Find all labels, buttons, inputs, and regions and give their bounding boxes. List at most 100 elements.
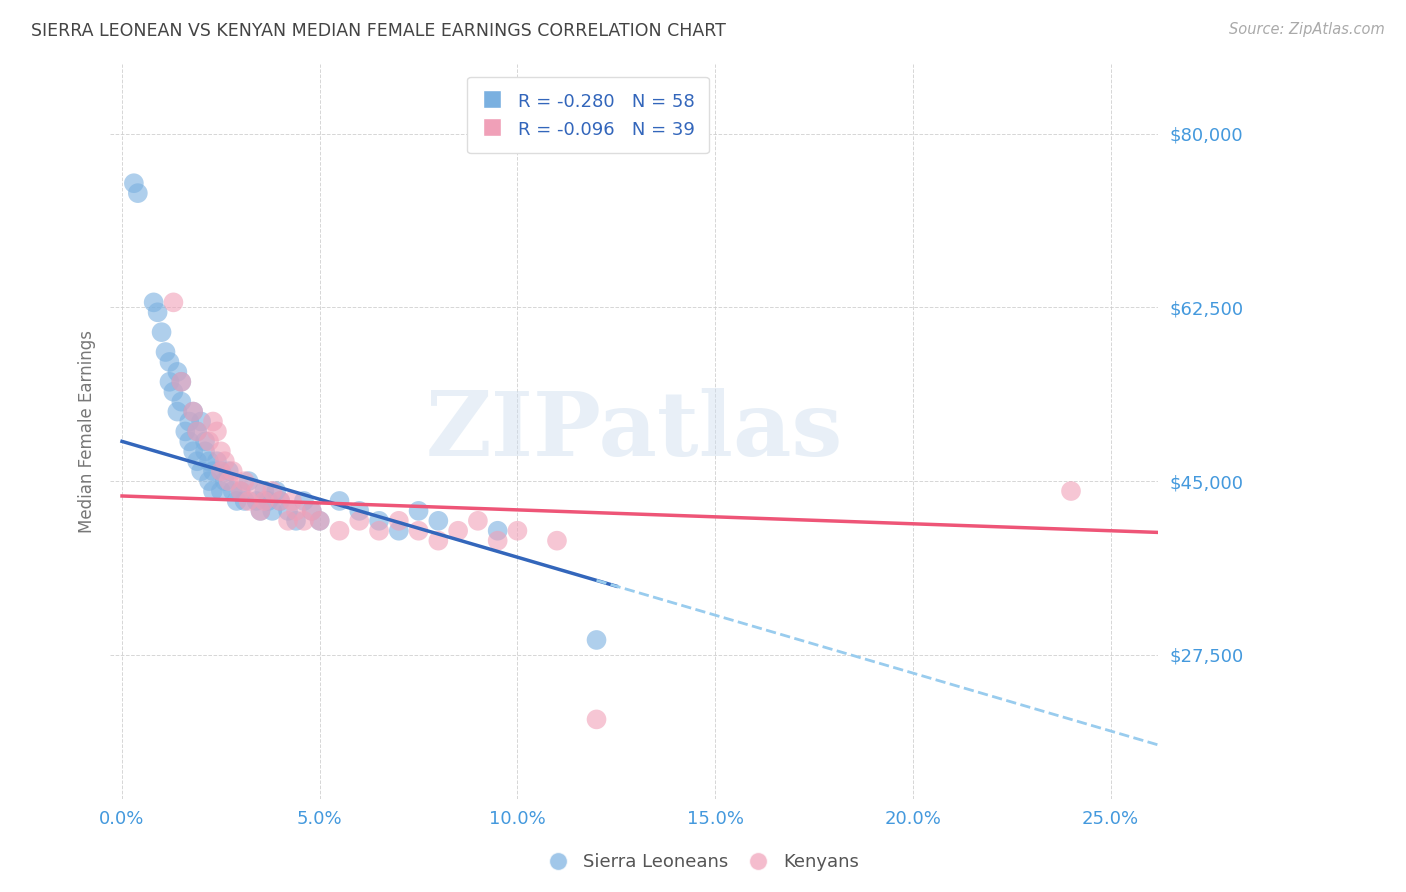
- Point: [225, 494, 247, 508]
- Point: [427, 533, 450, 548]
- Point: [1060, 483, 1083, 498]
- Point: [585, 632, 607, 647]
- Point: [186, 425, 208, 439]
- Text: Source: ZipAtlas.com: Source: ZipAtlas.com: [1229, 22, 1385, 37]
- Point: [486, 524, 509, 538]
- Point: [328, 524, 350, 538]
- Point: [253, 483, 276, 498]
- Point: [214, 454, 236, 468]
- Point: [190, 415, 212, 429]
- Point: [427, 514, 450, 528]
- Point: [127, 186, 149, 201]
- Point: [262, 504, 284, 518]
- Point: [301, 504, 323, 518]
- Point: [388, 514, 411, 528]
- Point: [349, 514, 371, 528]
- Legend: Sierra Leoneans, Kenyans: Sierra Leoneans, Kenyans: [540, 847, 866, 879]
- Legend: R = -0.280   N = 58, R = -0.096   N = 39: R = -0.280 N = 58, R = -0.096 N = 39: [467, 77, 709, 153]
- Point: [166, 404, 188, 418]
- Point: [408, 504, 430, 518]
- Point: [209, 464, 232, 478]
- Point: [229, 483, 252, 498]
- Point: [218, 474, 240, 488]
- Point: [162, 384, 184, 399]
- Point: [209, 464, 232, 478]
- Point: [308, 514, 330, 528]
- Point: [198, 454, 221, 468]
- Point: [388, 524, 411, 538]
- Point: [229, 483, 252, 498]
- Text: ZIPatlas: ZIPatlas: [426, 388, 842, 475]
- Point: [257, 494, 280, 508]
- Point: [159, 355, 181, 369]
- Point: [205, 454, 228, 468]
- Point: [201, 415, 224, 429]
- Point: [122, 176, 145, 190]
- Point: [238, 494, 260, 508]
- Point: [179, 415, 201, 429]
- Point: [186, 425, 208, 439]
- Point: [222, 483, 245, 498]
- Point: [166, 365, 188, 379]
- Point: [186, 454, 208, 468]
- Point: [238, 474, 260, 488]
- Point: [146, 305, 169, 319]
- Point: [269, 494, 291, 508]
- Point: [222, 464, 245, 478]
- Point: [447, 524, 470, 538]
- Point: [245, 483, 267, 498]
- Point: [285, 514, 308, 528]
- Point: [292, 514, 315, 528]
- Point: [190, 464, 212, 478]
- Point: [209, 444, 232, 458]
- Point: [328, 494, 350, 508]
- Point: [201, 483, 224, 498]
- Y-axis label: Median Female Earnings: Median Female Earnings: [79, 330, 96, 533]
- Point: [486, 533, 509, 548]
- Point: [285, 504, 308, 518]
- Point: [301, 504, 323, 518]
- Point: [281, 494, 304, 508]
- Point: [249, 504, 271, 518]
- Point: [205, 425, 228, 439]
- Point: [170, 394, 193, 409]
- Point: [245, 494, 267, 508]
- Point: [506, 524, 529, 538]
- Point: [546, 533, 568, 548]
- Point: [155, 345, 177, 359]
- Point: [181, 404, 204, 418]
- Point: [368, 524, 391, 538]
- Point: [467, 514, 489, 528]
- Point: [201, 464, 224, 478]
- Point: [179, 434, 201, 449]
- Point: [308, 514, 330, 528]
- Point: [181, 404, 204, 418]
- Point: [174, 425, 197, 439]
- Point: [269, 494, 291, 508]
- Point: [277, 514, 299, 528]
- Point: [218, 464, 240, 478]
- Point: [368, 514, 391, 528]
- Point: [292, 494, 315, 508]
- Point: [249, 504, 271, 518]
- Point: [209, 483, 232, 498]
- Point: [162, 295, 184, 310]
- Point: [233, 474, 256, 488]
- Point: [408, 524, 430, 538]
- Point: [264, 483, 287, 498]
- Point: [170, 375, 193, 389]
- Point: [233, 494, 256, 508]
- Point: [253, 494, 276, 508]
- Point: [194, 434, 217, 449]
- Point: [142, 295, 165, 310]
- Point: [170, 375, 193, 389]
- Point: [194, 444, 217, 458]
- Point: [585, 712, 607, 726]
- Point: [198, 474, 221, 488]
- Point: [277, 504, 299, 518]
- Text: SIERRA LEONEAN VS KENYAN MEDIAN FEMALE EARNINGS CORRELATION CHART: SIERRA LEONEAN VS KENYAN MEDIAN FEMALE E…: [31, 22, 725, 40]
- Point: [181, 444, 204, 458]
- Point: [262, 483, 284, 498]
- Point: [150, 325, 173, 339]
- Point: [214, 474, 236, 488]
